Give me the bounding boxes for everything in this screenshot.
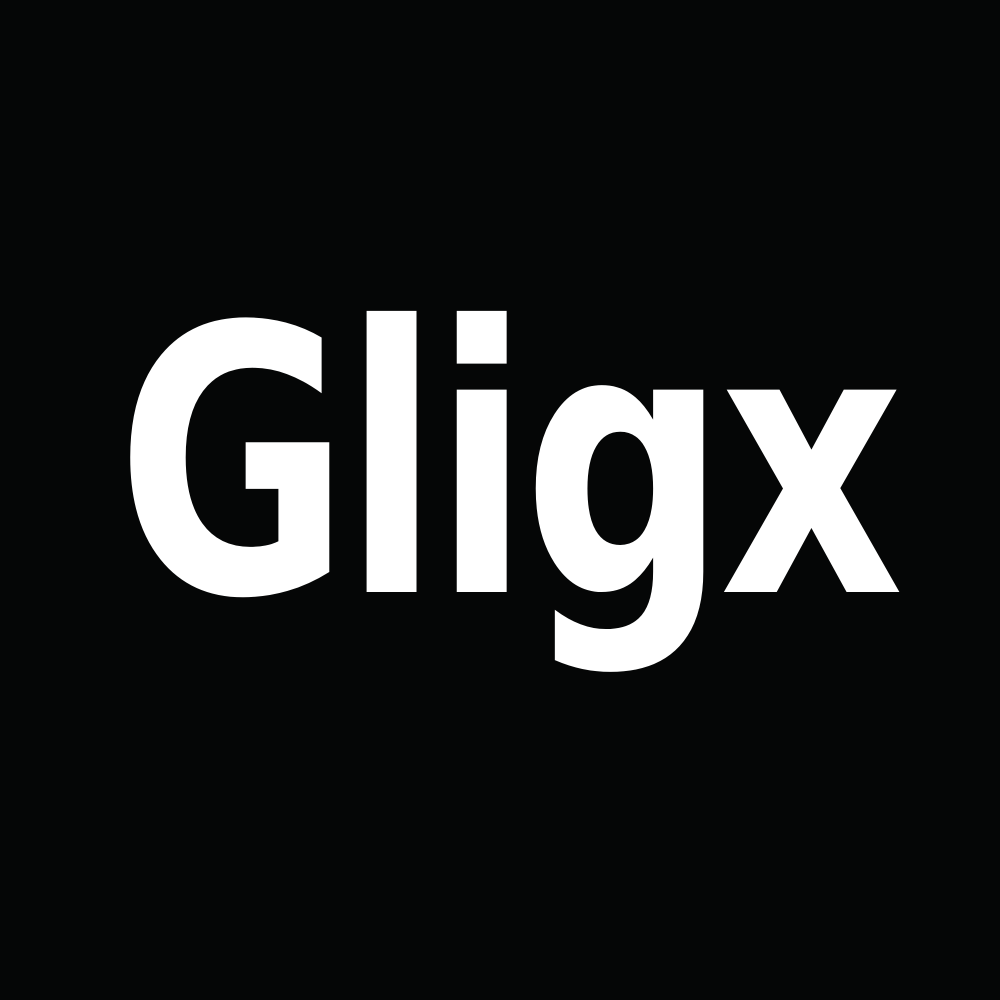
logo-wordmark: Gligx [116, 250, 912, 680]
logo-wordmark-text: Gligx [116, 250, 902, 680]
